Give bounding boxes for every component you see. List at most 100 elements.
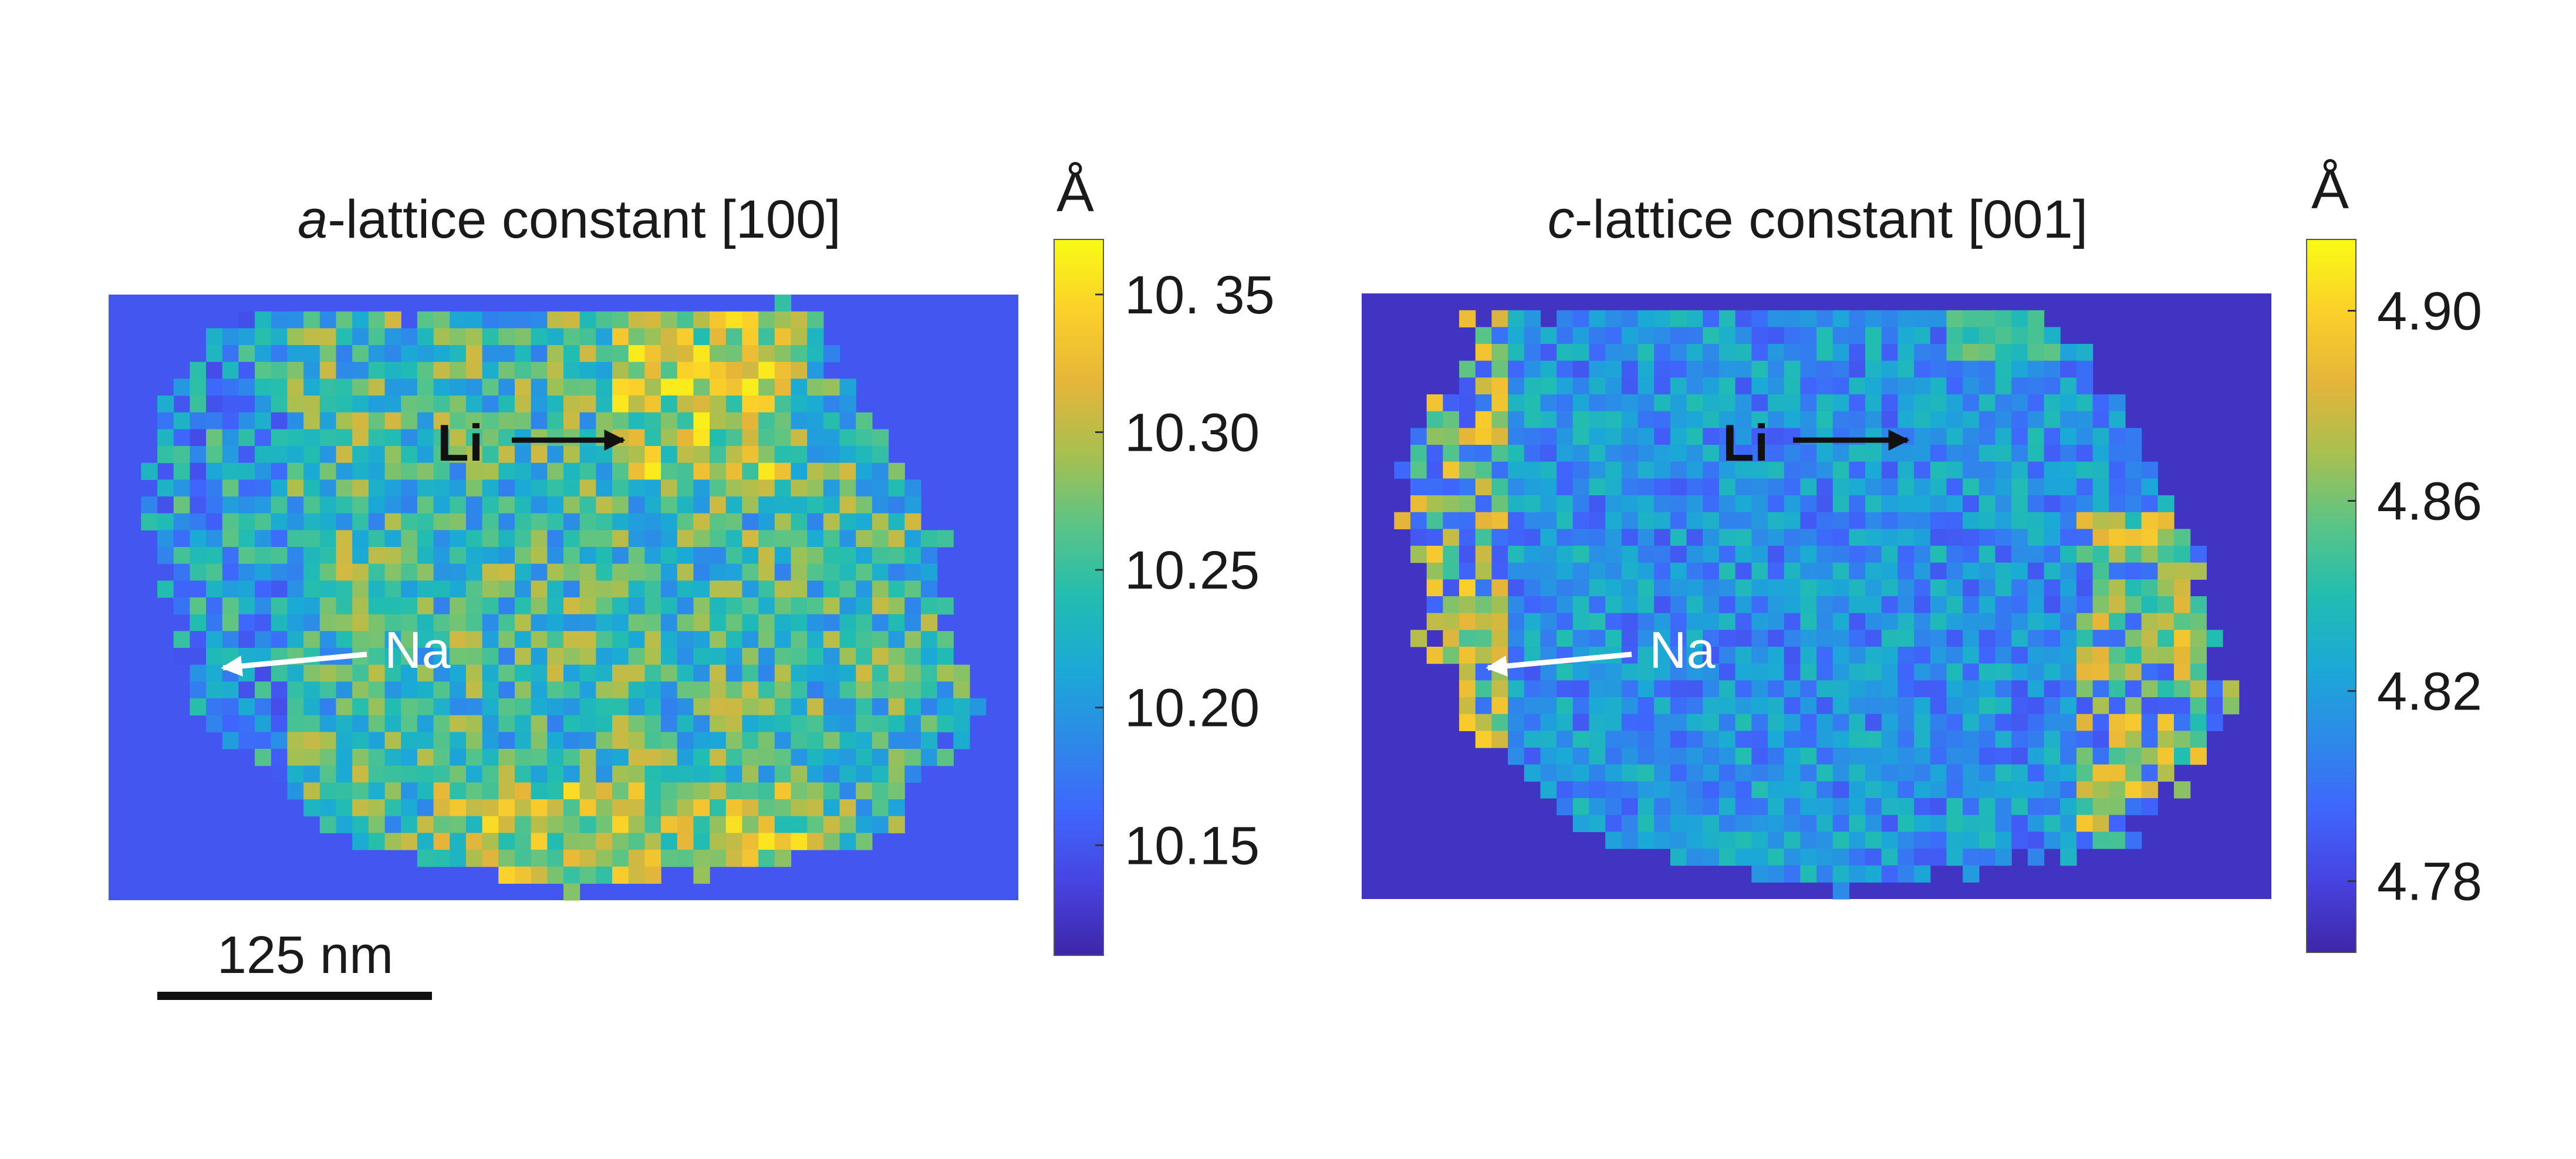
heatmap-cell [206,597,223,615]
heatmap-cell [514,412,532,430]
heatmap-cell [856,530,873,548]
heatmap-cell [1605,512,1622,529]
heatmap-cell [596,715,613,732]
heatmap-cell [1849,478,1866,496]
heatmap-cell [888,580,905,598]
heatmap-cell [1508,478,1525,496]
heatmap-cell [1898,562,1915,580]
heatmap-cell [807,698,824,716]
heatmap-cell [563,883,580,901]
heatmap-cell [1817,445,1834,462]
heatmap-cell [1589,411,1606,428]
heatmap-cell [774,311,792,329]
heatmap-cell [644,732,661,749]
heatmap-cell [2125,562,2142,580]
heatmap-cell [1589,697,1606,715]
heatmap-cell [1849,647,1866,664]
heatmap-cell [1865,731,1882,748]
heatmap-cell [1735,478,1752,496]
heatmap-cell [255,563,272,581]
heatmap-cell [1621,428,1639,445]
heatmap-cell [579,462,596,480]
heatmap-cell [255,361,272,379]
heatmap-cell [774,799,792,817]
heatmap-cell [612,580,629,598]
heatmap-cell [612,446,629,464]
heatmap-cell [1719,832,1736,849]
heatmap-cell [2027,714,2045,731]
heatmap-cell [758,799,775,817]
heatmap-cell [222,462,239,480]
heatmap-cell [303,429,320,447]
heatmap-cell [1589,344,1606,361]
heatmap-cell [1865,377,1882,395]
heatmap-cell [1491,327,1508,344]
heatmap-cell [1817,731,1834,748]
heatmap-cell [1751,512,1768,529]
heatmap-cell [725,345,743,363]
heatmap-cell [807,446,824,464]
heatmap-cell [628,799,645,817]
heatmap-cell [1686,394,1703,412]
heatmap-cell [417,597,434,615]
heatmap-cell [303,664,320,682]
heatmap-cell [628,429,645,447]
heatmap-cell [904,664,921,682]
heatmap-cell [514,513,532,530]
heatmap-cell [514,664,532,682]
heatmap-cell [1914,647,1931,664]
heatmap-cell [742,681,759,699]
heatmap-cell [2076,697,2094,715]
heatmap-cell [2125,613,2142,630]
heatmap-cell [953,732,970,749]
heatmap-cell [336,563,353,581]
heatmap-cell [1703,832,1720,849]
heatmap-cell [2027,832,2045,849]
heatmap-cell [1995,697,2012,715]
heatmap-cell [725,664,743,682]
heatmap-cell [628,345,645,363]
heatmap-cell [1979,394,1996,412]
heatmap-cell [1654,428,1671,445]
heatmap-cell [433,614,450,631]
heatmap-cell [1557,529,1574,546]
heatmap-cell [2158,512,2175,529]
heatmap-cell [1735,327,1752,344]
heatmap-cell [450,715,467,732]
heatmap-cell [1849,865,1866,883]
heatmap-cell [1605,613,1622,630]
heatmap-cell [1767,697,1785,715]
heatmap-cell [2190,680,2207,698]
heatmap-cell [1703,529,1720,546]
heatmap-cell [1881,327,1898,344]
heatmap-cell [1557,714,1574,731]
heatmap-cell [612,412,629,430]
heatmap-cell [303,563,320,581]
heatmap-cell [1670,377,1687,395]
annotation-li-label: Li [437,414,483,472]
heatmap-cell [2011,344,2028,361]
heatmap-cell [1817,849,1834,866]
heatmap-cell [596,799,613,817]
heatmap-cell [1898,748,1915,765]
heatmap-cell [1979,529,1996,546]
heatmap-cell [157,547,174,565]
heatmap-cell [384,412,401,430]
heatmap-cell [1800,394,1817,412]
heatmap-cell [1832,461,1849,479]
heatmap-cell [384,799,401,817]
heatmap-cell [319,479,337,497]
heatmap-cell [271,580,288,598]
heatmap-cell [368,412,386,430]
heatmap-cell [823,698,840,716]
heatmap-cell [904,614,921,631]
heatmap-cell [450,833,467,850]
heatmap-cell [791,563,808,581]
heatmap-cell [725,547,743,565]
heatmap-cell [823,597,840,615]
heatmap-cell [1638,478,1655,496]
heatmap-cell [352,412,369,430]
heatmap-cell [450,429,467,447]
heatmap-cell [173,429,190,447]
heatmap-cell [1654,663,1671,681]
